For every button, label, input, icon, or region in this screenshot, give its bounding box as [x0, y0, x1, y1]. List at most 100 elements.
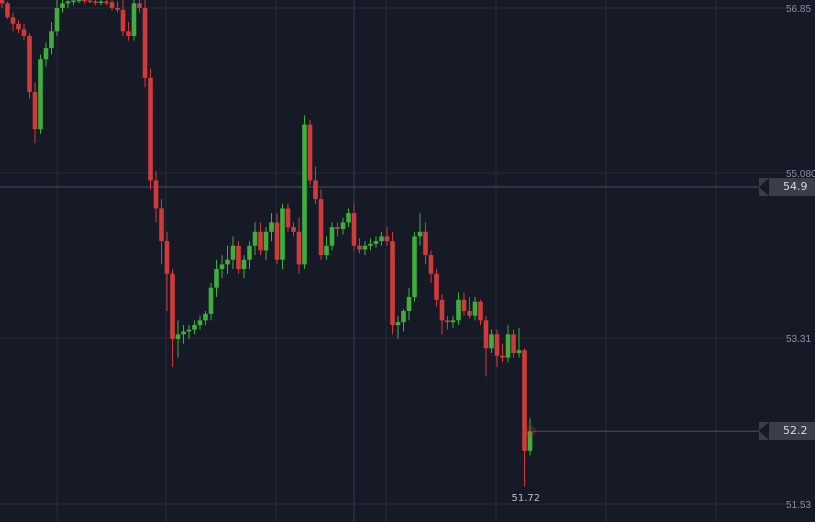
candle-body — [428, 255, 434, 274]
candle-body — [109, 2, 115, 8]
candle-body — [423, 231, 428, 256]
candle-body — [318, 199, 324, 256]
candle-body — [87, 0, 93, 3]
candle-body — [82, 0, 87, 2]
grid — [0, 0, 785, 522]
candle-body — [274, 222, 280, 260]
candle-body — [329, 227, 335, 246]
candle-body — [219, 264, 225, 270]
candle-body — [252, 231, 258, 246]
current-price-label: 52.2 — [759, 422, 815, 441]
y-tick-label: 56.85 — [786, 4, 811, 15]
candle-body — [164, 241, 170, 274]
candle-body — [522, 350, 527, 451]
candle-body — [60, 3, 65, 9]
candle-body — [21, 29, 27, 36]
candle-body — [54, 8, 60, 32]
candle-body — [296, 231, 302, 265]
candle-body — [313, 180, 318, 200]
candle-body — [511, 334, 516, 353]
candle-body — [461, 299, 467, 312]
candle-body — [142, 8, 148, 78]
candle-body — [71, 0, 76, 3]
candle-body — [43, 48, 49, 60]
candle-body — [450, 320, 456, 323]
low-price-label: 51.72 — [511, 493, 541, 505]
candle-body — [285, 208, 291, 228]
candle-body — [489, 334, 494, 349]
y-tick-label: 53.31 — [786, 334, 811, 345]
candle-body — [483, 320, 489, 349]
crosshair-price-label: 54.9 — [759, 178, 815, 196]
current-price-glow — [524, 425, 536, 438]
candle-body — [478, 301, 483, 321]
candle-body — [384, 236, 390, 242]
candle-body — [192, 324, 197, 330]
candle-body — [472, 301, 478, 316]
candle-body — [5, 3, 10, 18]
candle-body — [137, 3, 142, 9]
y-tick-label: 55.080 — [786, 169, 815, 180]
candle-body — [516, 350, 522, 353]
candle-body — [406, 297, 412, 312]
candle-body — [32, 91, 38, 130]
candle-body — [175, 334, 181, 339]
candle-body — [153, 180, 159, 209]
candle-body — [362, 245, 368, 250]
y-axis-ticks: 56.85 55.080 53.31 51.53 — [786, 4, 815, 511]
candle-body — [357, 245, 362, 250]
candle-body — [236, 245, 241, 270]
candle-body — [368, 243, 373, 246]
candle-body — [126, 31, 131, 36]
candle-body — [131, 3, 137, 36]
candle-body — [280, 208, 285, 260]
candle-body — [197, 320, 203, 325]
candle-body — [417, 231, 423, 237]
candle-body — [241, 259, 247, 270]
candle-body — [346, 213, 351, 223]
candle-body — [65, 1, 71, 4]
candle-body — [500, 355, 505, 358]
candle-body — [76, 0, 82, 2]
candle-body — [324, 245, 329, 256]
candle-body — [49, 31, 54, 49]
candle-body — [527, 431, 533, 451]
candle-body — [16, 23, 21, 30]
candle-body — [258, 231, 263, 251]
candle-body — [230, 245, 236, 260]
candle-body — [38, 59, 43, 130]
candle-body — [467, 311, 472, 316]
candle-body — [159, 208, 164, 242]
candle-body — [412, 236, 417, 298]
candle-body — [186, 329, 192, 332]
candle-body — [373, 241, 379, 244]
candle-body — [395, 322, 401, 325]
candle-body — [115, 8, 120, 10]
candle-body — [203, 313, 208, 321]
candle-body — [93, 1, 98, 3]
candle-body — [170, 273, 175, 339]
candle-body — [335, 227, 340, 229]
candle-body — [307, 124, 313, 181]
candle-body — [27, 35, 32, 92]
candle-body — [148, 77, 153, 181]
candle-body — [98, 1, 104, 3]
candle-body — [445, 320, 450, 323]
candle-body — [494, 334, 500, 356]
candle-body — [340, 222, 346, 229]
candle-body — [401, 311, 406, 323]
candle-body — [263, 231, 269, 251]
candle-body — [302, 124, 307, 265]
candle-body — [456, 299, 461, 321]
y-tick-label: 51.53 — [786, 500, 811, 511]
candles — [0, 0, 763, 487]
candle-body — [104, 1, 109, 3]
candle-body — [434, 273, 439, 300]
candle-body — [269, 222, 274, 232]
candle-body — [390, 241, 395, 325]
candle-body — [379, 236, 384, 242]
candle-body — [0, 0, 5, 4]
candle-body — [181, 331, 186, 335]
